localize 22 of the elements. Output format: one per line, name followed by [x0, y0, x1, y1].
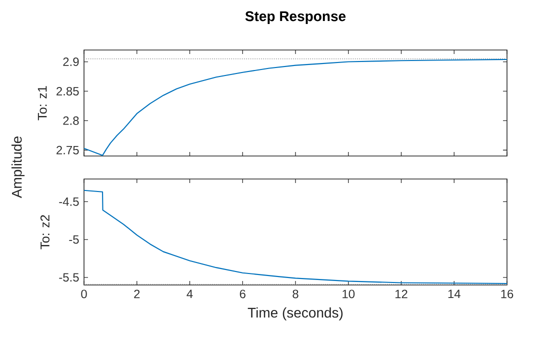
y-tick-label: 2.75: [56, 146, 79, 154]
y-tick-label: 2.85: [56, 86, 79, 96]
y-tick-label: 2.8: [63, 116, 79, 125]
x-tick-label: 2: [134, 290, 140, 298]
y-tick-label: -5: [69, 235, 79, 244]
x-tick-label: 6: [240, 290, 246, 298]
x-tick-label: 8: [292, 290, 298, 298]
y-tick-label: 2.9: [63, 58, 79, 66]
text: Amplitude: [11, 136, 25, 198]
x-tick-label: 14: [448, 290, 460, 298]
y-axis-title: To: z2: [40, 215, 50, 250]
y-tick-label: -5.5: [59, 273, 79, 282]
chart-title: Step Response: [245, 11, 346, 24]
x-tick-label: 16: [501, 290, 514, 298]
y-axis-title: To: z1: [38, 86, 47, 120]
line-series: [84, 190, 507, 284]
y-tick-label: -4.5: [59, 198, 79, 206]
x-axis-title: Time (seconds): [248, 307, 343, 320]
x-tick-label: 10: [342, 290, 355, 298]
x-tick-label: 0: [81, 290, 87, 298]
x-tick-label: 4: [186, 290, 193, 298]
x-tick-label: 12: [396, 290, 408, 298]
